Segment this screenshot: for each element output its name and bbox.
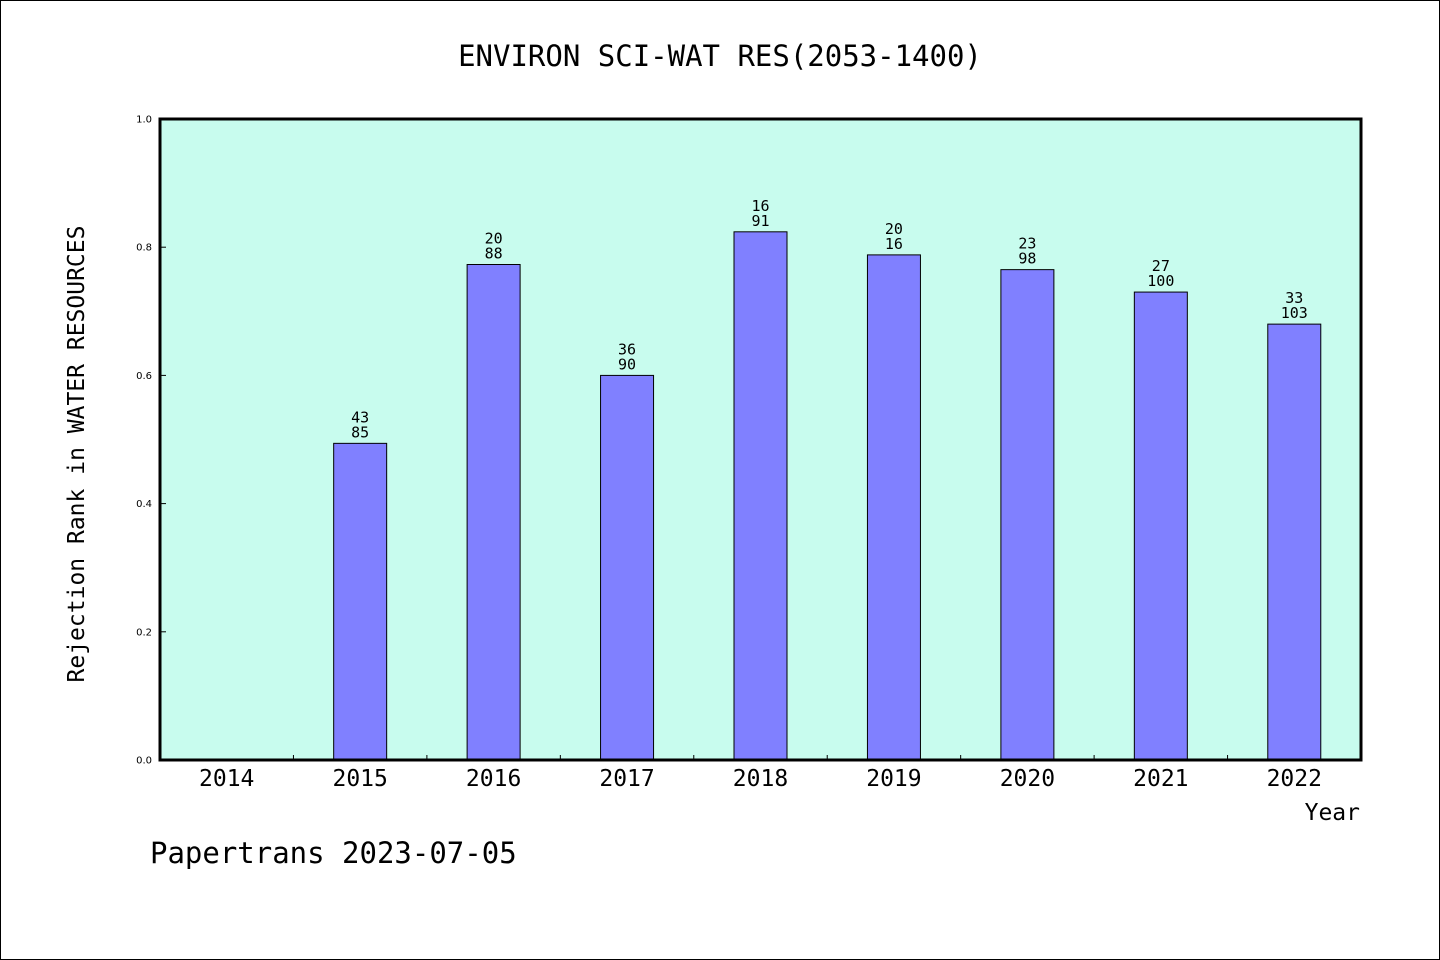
y-tick-label-0.6: 0.6 <box>136 371 152 382</box>
data-label-top-2022: 33 <box>1285 289 1303 307</box>
bars-group <box>333 231 1322 761</box>
data-label-top-2020: 23 <box>1018 235 1036 253</box>
x-tick-label-2020: 2020 <box>1000 766 1055 792</box>
x-tick-label-2016: 2016 <box>466 766 521 792</box>
y-axis-label: Rejection Rank in WATER RESOURCES <box>64 226 90 683</box>
footer-stamp: Papertrans 2023-07-05 <box>150 836 517 870</box>
data-label-bottom-2018: 91 <box>751 212 769 230</box>
bar-2017 <box>600 374 655 761</box>
y-tick-label-0.8: 0.8 <box>136 243 152 254</box>
y-tick-label-0.2: 0.2 <box>136 627 152 638</box>
data-label-top-2018: 16 <box>751 197 769 215</box>
bar-2021 <box>1133 291 1188 761</box>
bar-2022 <box>1267 323 1322 761</box>
x-tick-label-2019: 2019 <box>866 766 921 792</box>
x-tick-label-2014: 2014 <box>199 766 254 792</box>
data-label-bottom-2020: 98 <box>1018 250 1036 268</box>
x-tick-label-2021: 2021 <box>1133 766 1188 792</box>
x-axis-label: Year <box>1305 800 1360 826</box>
data-label-top-2015: 43 <box>351 408 369 426</box>
x-tick-label-2022: 2022 <box>1267 766 1322 792</box>
data-label-top-2016: 20 <box>485 230 503 248</box>
data-label-bottom-2022: 103 <box>1281 304 1308 322</box>
data-label-top-2021: 27 <box>1152 257 1170 275</box>
bar-2018 <box>733 231 788 761</box>
bar-2015 <box>333 442 388 761</box>
x-tick-label-2015: 2015 <box>332 766 387 792</box>
y-tick-label-1.0: 1.0 <box>136 115 152 126</box>
y-tick-label-0.0: 0.0 <box>136 756 152 767</box>
x-axis: 2014 2015 2016 2017 2018 2019 2020 2021 2022 <box>199 755 1322 792</box>
plot-border <box>158 117 1363 762</box>
bar-2016 <box>466 264 521 761</box>
data-label-bottom-2021: 100 <box>1147 272 1174 290</box>
chart-title: ENVIRON SCI-WAT RES(2053-1400) <box>458 39 982 73</box>
data-label-top-2017: 36 <box>618 340 636 358</box>
bar-2019 <box>866 254 921 761</box>
x-tick-label-2017: 2017 <box>599 766 654 792</box>
data-label-bottom-2017: 90 <box>618 355 636 373</box>
y-tick-label-0.4: 0.4 <box>136 499 152 510</box>
data-label-bottom-2015: 85 <box>351 423 369 441</box>
data-label-top-2019: 20 <box>885 220 903 238</box>
bar-2020 <box>1000 269 1055 761</box>
data-label-bottom-2016: 88 <box>485 245 503 263</box>
x-tick-label-2018: 2018 <box>733 766 788 792</box>
data-label-bottom-2019: 16 <box>885 235 903 253</box>
